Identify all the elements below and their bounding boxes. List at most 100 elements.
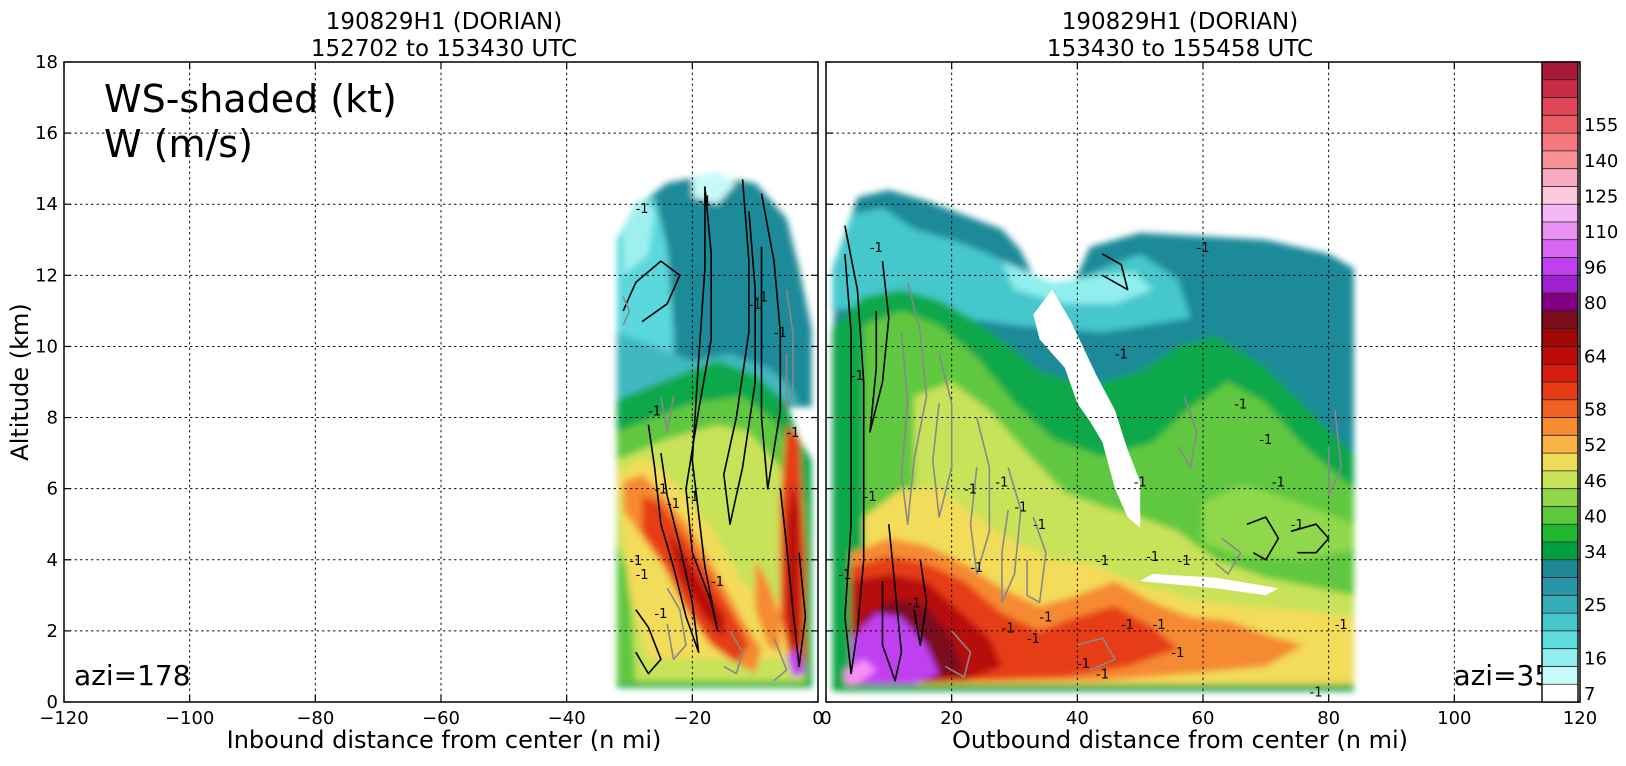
w-contour-line bbox=[779, 488, 807, 668]
x-tick-label: −80 bbox=[296, 708, 334, 729]
w-contour-line bbox=[844, 225, 865, 675]
left-axis-ticks: −120 −100 −80 −60 −40 −20 0 0 2 4 6 8 10 12 14 16 18 bbox=[35, 52, 824, 729]
colorbar-swatch bbox=[1542, 488, 1578, 507]
colorbar-swatch bbox=[1542, 684, 1578, 703]
colorbar-tick-label: 125 bbox=[1584, 186, 1618, 207]
w-contour-label: -1 bbox=[1027, 632, 1040, 647]
w-contour-label: -1 bbox=[654, 607, 667, 622]
w-contour-label: -1 bbox=[851, 369, 864, 384]
colorbar-tick-label: 96 bbox=[1584, 257, 1607, 278]
w-contour-label: -1 bbox=[970, 561, 983, 576]
y-tick-label: 12 bbox=[35, 265, 58, 286]
colorbar-tick-label: 16 bbox=[1584, 649, 1607, 670]
left-grid bbox=[64, 62, 818, 702]
w-contour-line bbox=[622, 260, 681, 323]
wind-speed-region bbox=[851, 613, 940, 685]
w-contour-label: -1 bbox=[1153, 618, 1166, 633]
x-tick-label: −20 bbox=[673, 708, 711, 729]
w-contour-label: -1 bbox=[1096, 668, 1109, 683]
right-x-axis-label: Outbound distance from center (n mi) bbox=[952, 726, 1408, 754]
w-contour-label: -1 bbox=[1014, 500, 1027, 515]
colorbar-swatch bbox=[1542, 577, 1578, 596]
colorbar-swatch bbox=[1542, 435, 1578, 454]
w-contour-label: -1 bbox=[774, 326, 787, 341]
colorbar-swatch bbox=[1542, 310, 1578, 330]
y-tick-label: 8 bbox=[47, 408, 58, 429]
left-panel: -1 -1-1-1 -1-1-1-1-1-1-1-1-1-1 −120 −100 −80… bbox=[35, 52, 824, 729]
left-wind-speed-shading bbox=[616, 172, 812, 688]
w-contour-label: -1 bbox=[1259, 433, 1272, 448]
w-contour-label: -1 bbox=[1171, 646, 1184, 661]
x-tick-label: −60 bbox=[422, 708, 460, 729]
wind-speed-region bbox=[692, 172, 737, 205]
colorbar-tick-label: 52 bbox=[1584, 435, 1607, 456]
w-contour-label: -1 bbox=[995, 476, 1008, 491]
colorbar-tick-label: 58 bbox=[1584, 400, 1607, 421]
colorbar-tick-label: 34 bbox=[1584, 542, 1607, 563]
colorbar-swatch bbox=[1542, 524, 1578, 543]
w-contour-label: -1 bbox=[786, 426, 799, 441]
w-contour-line bbox=[900, 282, 928, 525]
right-title-line2: 153430 to 155458 UTC bbox=[1047, 36, 1313, 62]
w-contour-line bbox=[635, 609, 662, 675]
legend-annotation-line2: W (m/s) bbox=[104, 122, 253, 166]
w-contour-label: -1 bbox=[1121, 618, 1134, 633]
w-contour-line bbox=[785, 289, 794, 412]
y-tick-label: 18 bbox=[35, 52, 58, 73]
w-contour-label: -1 bbox=[636, 202, 649, 217]
colorbar-tick-label: 110 bbox=[1584, 222, 1618, 243]
w-contour-line bbox=[1102, 253, 1129, 291]
colorbar-swatch bbox=[1542, 257, 1578, 276]
w-contour-label: -1 bbox=[711, 575, 724, 590]
w-contour-line bbox=[869, 261, 890, 433]
x-tick-label: −40 bbox=[548, 708, 586, 729]
colorbar-swatch bbox=[1542, 293, 1578, 312]
colorbar-tick-label: 7 bbox=[1584, 684, 1595, 705]
data-gap bbox=[1033, 289, 1141, 528]
w-contour-label: -1 bbox=[964, 483, 977, 498]
colorbar-swatch bbox=[1542, 666, 1578, 685]
colorbar-swatch bbox=[1542, 542, 1578, 561]
colorbar-swatch bbox=[1542, 222, 1578, 241]
w-contour-label: -1 bbox=[1234, 397, 1247, 412]
colorbar-swatch bbox=[1542, 115, 1578, 134]
colorbar-swatch bbox=[1542, 382, 1578, 401]
colorbar-swatch bbox=[1542, 62, 1578, 81]
colorbar-tick-label: 25 bbox=[1584, 595, 1607, 616]
left-title-line2: 152702 to 153430 UTC bbox=[311, 36, 577, 62]
wind-speed-region bbox=[786, 481, 800, 660]
colorbar-tick-label: 80 bbox=[1584, 293, 1607, 314]
wind-speed-region bbox=[844, 659, 877, 685]
right-w-contours: -1 -1 -1 -1 -1 -1 -1 -1 -1 -1 -1 -1 -1 -1 -1 -1 -1 -1 -1 -1… bbox=[838, 225, 1348, 700]
w-contour-line bbox=[913, 559, 928, 646]
left-x-axis-label: Inbound distance from center (n mi) bbox=[227, 726, 662, 754]
w-contour-label: -1 bbox=[755, 291, 768, 306]
x-tick-label: 80 bbox=[1317, 708, 1340, 729]
w-contour-line bbox=[1001, 467, 1022, 604]
x-tick-label: −120 bbox=[39, 708, 88, 729]
w-contour-label: -1 bbox=[1146, 550, 1159, 565]
wind-speed-region bbox=[1203, 485, 1354, 560]
w-contour-label: -1 bbox=[864, 490, 877, 505]
y-tick-label: 4 bbox=[47, 550, 58, 571]
w-contour-label: -1 bbox=[749, 298, 762, 313]
colorbar-swatch bbox=[1542, 453, 1578, 472]
colorbar-swatch bbox=[1542, 613, 1578, 632]
right-title-line1: 190829H1 (DORIAN) bbox=[1062, 9, 1299, 35]
w-contour-label: -1 bbox=[629, 554, 642, 569]
w-contour-line bbox=[647, 424, 700, 653]
w-contour-label: -1 bbox=[698, 195, 711, 210]
legend-annotation-line1: WS-shaded (kt) bbox=[104, 77, 397, 121]
w-contour-label: -1 bbox=[1115, 348, 1128, 363]
w-contour-label: -1 bbox=[1077, 657, 1090, 672]
w-contour-line bbox=[945, 630, 972, 678]
colorbar-swatch bbox=[1542, 97, 1578, 116]
w-contour-label: -1 bbox=[1272, 476, 1285, 491]
colorbar-swatch bbox=[1542, 186, 1578, 205]
left-w-contours: -1 -1-1-1 -1-1-1-1-1-1-1-1-1-1 bbox=[622, 179, 807, 682]
colorbar-swatch bbox=[1542, 150, 1578, 170]
colorbar-swatch bbox=[1542, 328, 1578, 347]
y-tick-label: 2 bbox=[47, 621, 58, 642]
w-contour-line bbox=[969, 417, 991, 575]
